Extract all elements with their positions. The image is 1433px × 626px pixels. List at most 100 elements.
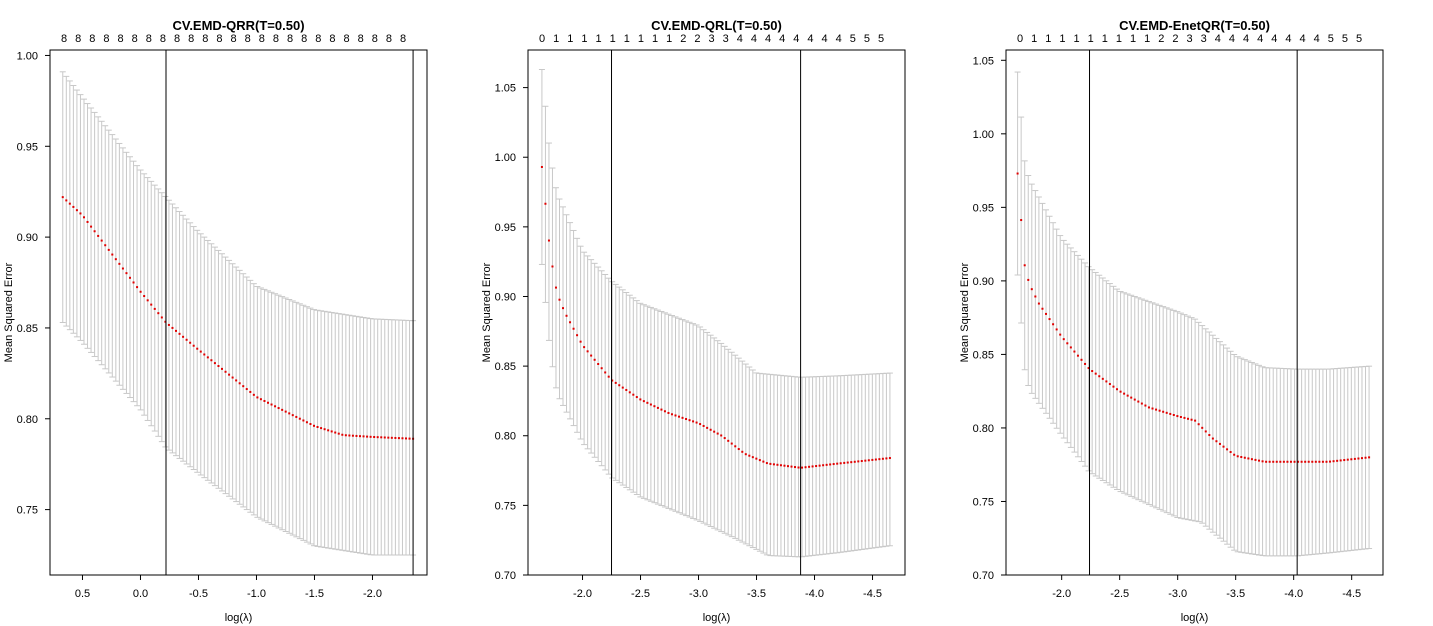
top-axis-label: 8 bbox=[89, 33, 95, 45]
x-tick-label: -4.0 bbox=[1284, 588, 1303, 600]
top-axis-label: 2 bbox=[680, 33, 686, 45]
chart-title: CV.EMD-QRR(T=0.50) bbox=[172, 18, 304, 33]
top-axis-label: 8 bbox=[273, 33, 279, 45]
top-axis-label: 4 bbox=[821, 33, 827, 45]
y-tick-label: 1.00 bbox=[495, 152, 516, 164]
y-tick-label: 1.05 bbox=[973, 55, 994, 67]
x-tick-label: -3.0 bbox=[1168, 588, 1187, 600]
top-axis-label: 4 bbox=[1299, 33, 1305, 45]
chart-panel-1: CV.EMD-QRR(T=0.50)8 8 8 8 8 8 8 8 8 8 8 8 8 8 8 8 8 8 8 8 8 8… bbox=[3, 18, 428, 624]
error-bars bbox=[538, 68, 893, 558]
x-tick-label: -4.5 bbox=[1342, 588, 1361, 600]
y-tick-label: 1.00 bbox=[973, 129, 994, 141]
x-tick-label: -4.0 bbox=[805, 588, 824, 600]
top-axis-label: 1 bbox=[652, 33, 658, 45]
y-tick-label: 0.85 bbox=[495, 361, 516, 373]
top-axis-label: 8 bbox=[358, 33, 364, 45]
top-axis-label: 1 bbox=[1116, 33, 1122, 45]
top-axis-label: 8 bbox=[329, 33, 335, 45]
top-axis-label: 8 bbox=[132, 33, 138, 45]
x-tick-label: -2.5 bbox=[1110, 588, 1129, 600]
top-axis-label: 1 bbox=[1144, 33, 1150, 45]
x-tick-label: -3.5 bbox=[747, 588, 766, 600]
top-axis-label: 8 bbox=[386, 33, 392, 45]
top-axis-label: 3 bbox=[723, 33, 729, 45]
y-tick-label: 0.90 bbox=[17, 232, 38, 244]
y-axis-label: Mean Squared Error bbox=[3, 262, 15, 362]
top-axis-label: 1 bbox=[610, 33, 616, 45]
top-axis-label: 8 bbox=[103, 33, 109, 45]
top-axis-label: 1 bbox=[581, 33, 587, 45]
y-tick-label: 1.05 bbox=[495, 83, 516, 95]
top-axis-label: 2 bbox=[1172, 33, 1178, 45]
top-axis-label: 0 bbox=[539, 33, 545, 45]
y-tick-label: 0.85 bbox=[17, 323, 38, 335]
top-axis-label: 8 bbox=[216, 33, 222, 45]
top-axis-label: 8 bbox=[400, 33, 406, 45]
top-axis-label: 8 bbox=[230, 33, 236, 45]
top-axis-label: 1 bbox=[1031, 33, 1037, 45]
x-tick-label: -4.5 bbox=[863, 588, 882, 600]
x-axis-label: log(λ) bbox=[225, 612, 253, 624]
top-axis-label: 8 bbox=[117, 33, 123, 45]
x-tick-label: -1.5 bbox=[305, 588, 324, 600]
x-tick-label: -3.5 bbox=[1226, 588, 1245, 600]
top-axis-label: 4 bbox=[737, 33, 743, 45]
x-tick-label: 0.5 bbox=[75, 588, 90, 600]
top-axis-label: 8 bbox=[61, 33, 67, 45]
y-tick-label: 0.70 bbox=[973, 570, 994, 582]
top-axis-label: 8 bbox=[174, 33, 180, 45]
top-axis-label: 4 bbox=[779, 33, 785, 45]
top-axis-label: 1 bbox=[595, 33, 601, 45]
y-tick-label: 0.95 bbox=[17, 141, 38, 153]
top-axis-label: 5 bbox=[878, 33, 884, 45]
top-axis-label: 4 bbox=[765, 33, 771, 45]
top-axis-label: 4 bbox=[1285, 33, 1291, 45]
top-axis-label: 0 bbox=[1017, 33, 1023, 45]
y-tick-label: 0.90 bbox=[973, 276, 994, 288]
y-axis-label: Mean Squared Error bbox=[481, 262, 493, 362]
error-bars bbox=[1014, 71, 1373, 557]
top-axis-label: 4 bbox=[1215, 33, 1221, 45]
y-tick-label: 0.75 bbox=[973, 496, 994, 508]
top-axis-label: 1 bbox=[624, 33, 630, 45]
top-axis-label: 8 bbox=[372, 33, 378, 45]
top-axis-label: 5 bbox=[850, 33, 856, 45]
top-axis-label: 1 bbox=[638, 33, 644, 45]
top-axis-label: 1 bbox=[1130, 33, 1136, 45]
chart-panel-2: CV.EMD-QRL(T=0.50)0 1 1 1 1 1 1 1 1 1 2 2 3 3 4 4 4 4 4 4 4 4… bbox=[481, 18, 906, 624]
x-tick-label: 0.0 bbox=[133, 588, 148, 600]
top-axis-label: 3 bbox=[1201, 33, 1207, 45]
top-axis-label: 4 bbox=[1314, 33, 1320, 45]
y-tick-label: 0.80 bbox=[17, 414, 38, 426]
x-tick-label: -3.0 bbox=[689, 588, 708, 600]
x-tick-label: -1.0 bbox=[247, 588, 266, 600]
chart-panel-3: CV.EMD-EnetQR(T=0.50)0 1 1 1 1 1 1 1 1 1 2 2 3 3 4 4 4 4 4… bbox=[959, 18, 1384, 624]
top-axis-label: 4 bbox=[793, 33, 799, 45]
y-tick-label: 0.85 bbox=[973, 349, 994, 361]
top-axis-label: 5 bbox=[1328, 33, 1334, 45]
top-axis-label: 5 bbox=[1342, 33, 1348, 45]
chart-title: CV.EMD-EnetQR(T=0.50) bbox=[1119, 18, 1270, 33]
top-axis-label: 4 bbox=[836, 33, 842, 45]
plot-frame bbox=[1005, 49, 1384, 576]
y-tick-label: 0.70 bbox=[495, 570, 516, 582]
top-axis-label: 4 bbox=[807, 33, 813, 45]
mean-points bbox=[1016, 172, 1371, 463]
top-axis-label: 4 bbox=[1243, 33, 1249, 45]
x-tick-label: -2.5 bbox=[631, 588, 650, 600]
x-tick-label: -2.0 bbox=[573, 588, 592, 600]
y-tick-label: 0.75 bbox=[17, 505, 38, 517]
y-tick-label: 0.95 bbox=[973, 202, 994, 214]
top-axis-label: 2 bbox=[694, 33, 700, 45]
top-axis-label: 8 bbox=[75, 33, 81, 45]
y-tick-label: 1.00 bbox=[17, 50, 38, 62]
x-tick-label: -0.5 bbox=[189, 588, 208, 600]
x-tick-label: -2.0 bbox=[1052, 588, 1071, 600]
x-axis-label: log(λ) bbox=[703, 612, 731, 624]
plot-frame bbox=[527, 49, 906, 576]
top-axis-label: 4 bbox=[1257, 33, 1263, 45]
mean-points bbox=[61, 196, 415, 440]
top-axis-label: 1 bbox=[1088, 33, 1094, 45]
top-axis-label: 3 bbox=[1186, 33, 1192, 45]
